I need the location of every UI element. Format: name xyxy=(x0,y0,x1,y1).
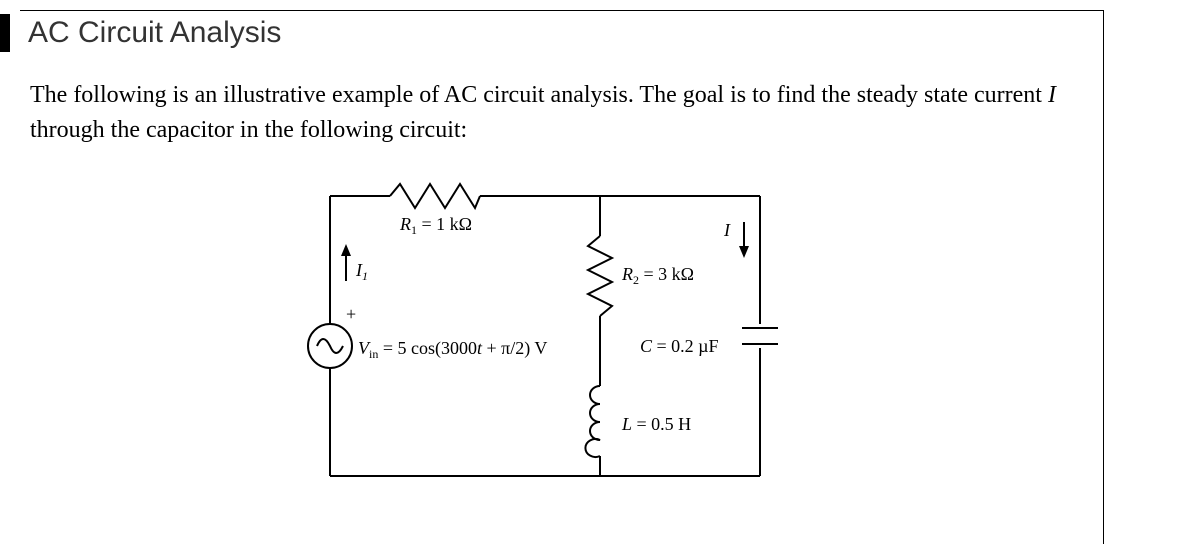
capacitor-c xyxy=(742,328,778,344)
resistor-r1 xyxy=(390,184,480,208)
current-symbol: I xyxy=(1048,82,1056,108)
svg-text:I1: I1 xyxy=(355,260,368,283)
ac-source: + xyxy=(308,304,356,368)
r1-label: R1 = 1 kΩ xyxy=(399,214,472,237)
resistor-r2 xyxy=(588,236,612,316)
l-label: L = 0.5 H xyxy=(621,414,691,434)
c-label: C = 0.2 µF xyxy=(640,336,719,356)
source-label: Vin = 5 cos(3000t + π/2) V xyxy=(358,338,547,361)
r2-label: R2 = 3 kΩ xyxy=(621,264,694,287)
problem-statement: The following is an illustrative example… xyxy=(30,78,1092,148)
body-text-b: through the capacitor in the following c… xyxy=(30,117,467,143)
i-current-arrow: I xyxy=(723,220,749,258)
title-accent-bar xyxy=(0,14,10,52)
svg-text:+: + xyxy=(346,304,356,324)
inductor-l xyxy=(585,386,600,457)
svg-text:I: I xyxy=(723,220,731,240)
body-text-a: The following is an illustrative example… xyxy=(30,82,1048,108)
section-title: AC Circuit Analysis xyxy=(28,16,281,50)
circuit-diagram: + I1 Vin = 5 cos(3000t + π/2) V R1 = 1 k… xyxy=(300,176,820,496)
section-header: AC Circuit Analysis xyxy=(0,14,281,52)
i1-current-arrow: I1 xyxy=(341,244,368,283)
